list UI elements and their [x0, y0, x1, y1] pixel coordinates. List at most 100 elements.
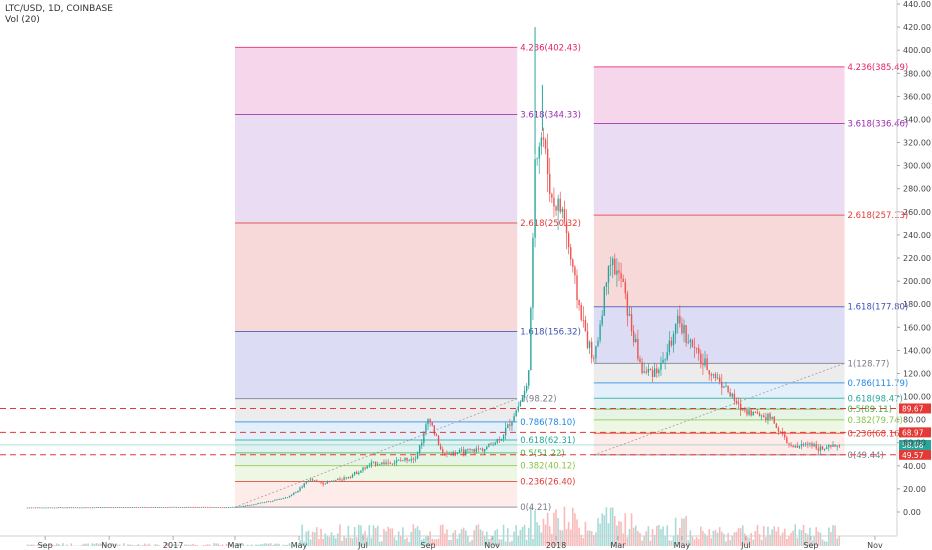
candle-body — [435, 434, 438, 436]
candle-body — [500, 438, 503, 441]
volume-bar — [196, 545, 199, 546]
volume-bar — [106, 544, 108, 546]
volume-bar — [676, 534, 679, 546]
fib-zone — [593, 66, 845, 124]
fib-level-label: 0.618(62.31) — [520, 436, 575, 446]
volume-bar — [66, 544, 68, 546]
volume-bar — [735, 531, 738, 546]
fib-level-label: 0(4.21) — [520, 503, 551, 513]
volume-bar — [729, 539, 731, 546]
volume-bar — [378, 541, 381, 546]
candle-body — [290, 494, 293, 496]
candle-body — [641, 362, 643, 373]
candle-body — [389, 463, 391, 464]
volume-bar — [353, 527, 356, 546]
y-tick-label: 220.00 — [903, 254, 931, 263]
volume-bar — [628, 528, 631, 546]
time-axis: Sep Nov 2017 Mar May Jul Sep Nov 2018 Mar May Jul Se… — [0, 535, 897, 550]
candle-body — [429, 419, 431, 423]
candle-body — [341, 479, 343, 481]
candle-body — [324, 483, 326, 485]
candle-body — [817, 448, 820, 451]
volume-bar — [588, 530, 591, 546]
candle-body — [706, 358, 708, 371]
candle-body — [754, 411, 757, 413]
volume-bar — [215, 543, 217, 546]
fib-level-label: 3.618(336.46) — [848, 120, 909, 130]
candle-body — [343, 477, 345, 480]
volume-bar — [779, 536, 782, 546]
candle-body — [756, 412, 759, 414]
volume-bar — [632, 527, 635, 546]
candle-body — [421, 442, 423, 446]
volume-bar — [383, 529, 385, 546]
volume-bar — [209, 544, 211, 546]
y-tick-label: 100.00 — [903, 393, 931, 402]
candle-body — [395, 460, 398, 463]
candle-body — [637, 338, 639, 360]
volume-bar — [85, 543, 87, 546]
fib-level-label: 0.236(68.16) — [848, 429, 903, 439]
volume-bar — [402, 527, 404, 546]
volume-bar — [102, 544, 104, 546]
candle-body — [442, 449, 444, 453]
fib-level-label: 1.618(156.32) — [520, 328, 581, 338]
candle-body — [540, 137, 543, 147]
candle-body — [733, 393, 736, 401]
candle-body — [423, 432, 425, 443]
candle-body — [144, 506, 146, 508]
candle-body — [265, 501, 268, 503]
candle-body — [704, 358, 706, 366]
volume-bar — [385, 531, 387, 546]
candle-body — [595, 346, 597, 359]
y-tick-label: 240.00 — [903, 231, 931, 240]
x-tick-label: 2017 — [163, 541, 183, 550]
candle-body — [370, 462, 373, 466]
candle-body — [561, 208, 564, 212]
candle-body — [668, 340, 671, 353]
candle-body — [267, 501, 270, 503]
volume-bar — [609, 507, 612, 546]
volume-bar — [500, 539, 503, 546]
candle-body — [188, 506, 190, 508]
candle-body — [605, 282, 608, 287]
volume-bar — [240, 544, 243, 546]
volume-bar — [712, 530, 715, 546]
last-price-tag — [899, 439, 931, 450]
candle-body — [114, 507, 117, 508]
volume-bar — [668, 540, 671, 546]
candle-body — [356, 471, 358, 474]
volume-bar — [727, 533, 729, 546]
candle-body — [332, 480, 335, 482]
volume-indicator-label: Vol (20) — [5, 15, 40, 25]
candle-body — [167, 507, 169, 508]
volume-bar — [133, 545, 136, 546]
volume-bar — [248, 545, 251, 546]
volume-bar — [36, 544, 39, 546]
volume-bar — [490, 538, 492, 546]
candle-body — [171, 506, 173, 508]
candle-body — [158, 507, 161, 508]
volume-bar — [278, 543, 280, 546]
volume-bar — [748, 537, 750, 546]
volume-bar — [45, 544, 47, 546]
fib-zone — [593, 215, 845, 307]
volume-bar — [559, 529, 562, 546]
volume-bar — [51, 544, 54, 546]
candle-body — [716, 377, 719, 379]
candle-body — [179, 507, 182, 508]
volume-bar — [488, 539, 490, 546]
volume-bar — [618, 521, 620, 546]
volume-bar — [450, 540, 452, 546]
volume-bar — [569, 529, 572, 546]
volume-bar — [112, 544, 115, 546]
candle-body — [823, 448, 826, 450]
volume-bar — [469, 541, 471, 546]
volume-bar — [448, 540, 450, 546]
candle-body — [456, 452, 459, 454]
volume-bar — [611, 507, 614, 546]
volume-bar — [234, 544, 236, 546]
y-tick-label: 440.00 — [903, 0, 931, 9]
candle-body — [127, 507, 129, 508]
